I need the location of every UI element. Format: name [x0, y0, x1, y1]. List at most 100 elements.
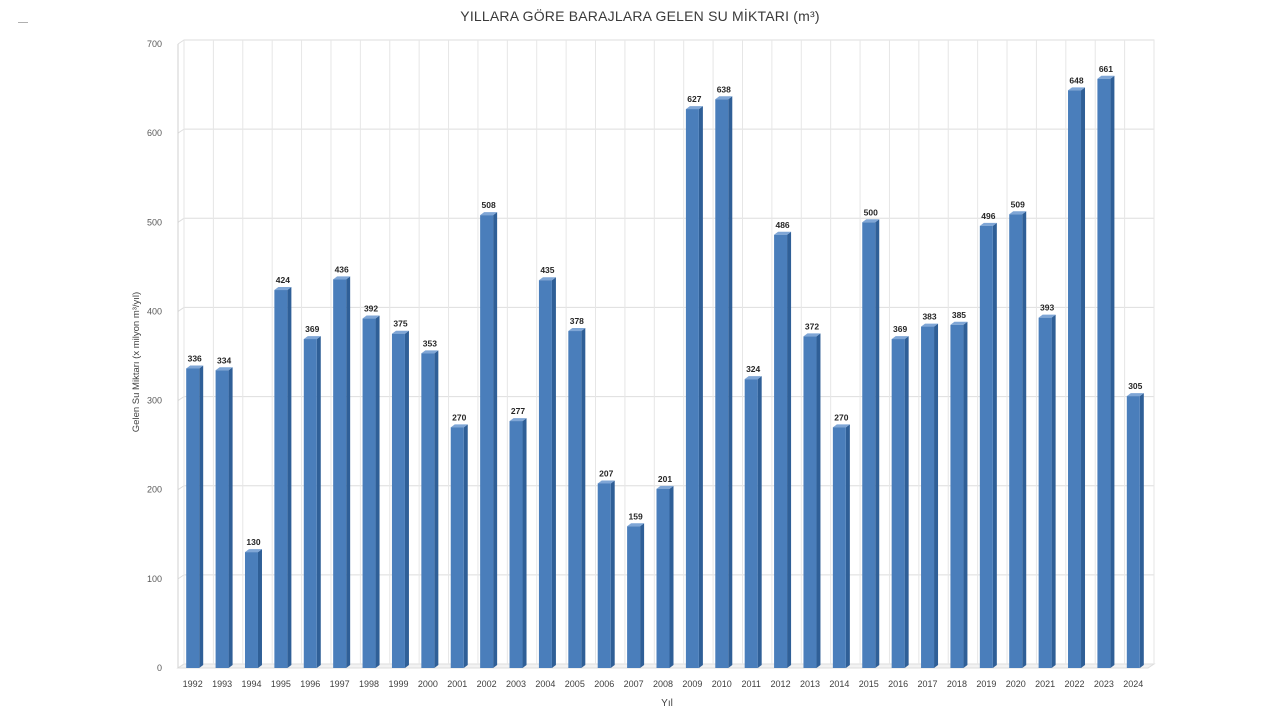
- bar-top: [1009, 211, 1027, 215]
- bar: [274, 290, 288, 668]
- bar-side: [287, 287, 292, 668]
- x-tick-label: 2007: [624, 679, 644, 689]
- bar-side: [1139, 393, 1144, 668]
- bar: [921, 326, 935, 668]
- x-tick-label: 2014: [829, 679, 849, 689]
- x-tick-label: 2009: [682, 679, 702, 689]
- bar: [803, 336, 817, 668]
- bar: [656, 488, 670, 668]
- bar-top: [274, 287, 292, 291]
- bar-top: [744, 376, 762, 380]
- bar: [950, 324, 964, 668]
- data-label: 378: [570, 316, 584, 326]
- x-tick-label: 1997: [330, 679, 350, 689]
- bar-top: [1038, 314, 1056, 318]
- bar-side: [728, 96, 733, 669]
- bar-top: [480, 212, 498, 216]
- bar-top: [832, 424, 850, 428]
- bar-side: [1081, 87, 1086, 668]
- data-label: 648: [1069, 75, 1083, 85]
- bar-side: [787, 231, 792, 668]
- bar: [362, 318, 376, 668]
- y-tick-label: 700: [147, 39, 162, 49]
- bar-side: [375, 315, 380, 668]
- bar: [744, 379, 758, 668]
- bar-side: [875, 219, 880, 669]
- bar-top: [685, 106, 703, 110]
- data-label: 508: [482, 200, 496, 210]
- x-tick-label: 1999: [388, 679, 408, 689]
- x-tick-label: 2020: [1006, 679, 1026, 689]
- x-tick-label: 2021: [1035, 679, 1055, 689]
- x-tick-label: 2016: [888, 679, 908, 689]
- bar-top: [1097, 75, 1115, 79]
- x-tick-label: 1995: [271, 679, 291, 689]
- bar: [627, 526, 641, 668]
- x-tick-label: 2005: [565, 679, 585, 689]
- bar-top: [303, 336, 321, 340]
- bar-top: [568, 328, 586, 332]
- data-label: 385: [952, 310, 966, 320]
- bar: [685, 109, 699, 669]
- bar: [391, 333, 405, 668]
- bar: [538, 280, 552, 668]
- x-tick-label: 2022: [1064, 679, 1084, 689]
- bar-top: [421, 350, 439, 354]
- bar-top: [627, 523, 645, 527]
- data-label: 369: [893, 324, 907, 334]
- bar-side: [640, 523, 645, 668]
- chart-title: YILLARA GÖRE BARAJLARA GELEN SU MİKTARI …: [460, 8, 820, 24]
- bar-top: [715, 96, 733, 100]
- bar: [215, 370, 229, 668]
- y-tick-label: 500: [147, 217, 162, 227]
- x-tick-label: 1994: [241, 679, 261, 689]
- y-axis-title: Gelen Su Miktarı (x milyon m³/yıl): [131, 292, 142, 432]
- data-label: 383: [922, 312, 936, 322]
- data-label: 509: [1011, 199, 1025, 209]
- bar-top: [950, 321, 968, 325]
- bar: [421, 353, 435, 668]
- bar-top: [891, 336, 909, 340]
- bar-top: [774, 231, 792, 235]
- data-label: 201: [658, 474, 672, 484]
- y-tick-label: 0: [157, 663, 162, 673]
- bar: [509, 421, 523, 668]
- x-tick-label: 2003: [506, 679, 526, 689]
- y-tick-label: 600: [147, 128, 162, 138]
- x-tick-label: 2006: [594, 679, 614, 689]
- x-tick-label: 2024: [1123, 679, 1143, 689]
- x-tick-label: 2015: [859, 679, 879, 689]
- data-label: 435: [540, 265, 554, 275]
- bar-side: [493, 212, 498, 668]
- bar-side: [228, 367, 233, 668]
- data-label: 130: [246, 537, 260, 547]
- y-tick-label: 300: [147, 396, 162, 406]
- x-tick-label: 1998: [359, 679, 379, 689]
- data-label: 436: [335, 264, 349, 274]
- bar-top: [597, 480, 615, 484]
- y-tick-label: 200: [147, 485, 162, 495]
- bar: [862, 222, 876, 669]
- bar-side: [1051, 314, 1056, 668]
- bar: [333, 279, 347, 668]
- data-label: 375: [393, 319, 407, 329]
- bar-side: [581, 328, 586, 668]
- bar-top: [244, 549, 262, 553]
- bar-top: [803, 333, 821, 337]
- data-label: 393: [1040, 303, 1054, 313]
- bar: [568, 331, 582, 668]
- bar-side: [992, 222, 997, 668]
- data-label: 496: [981, 211, 995, 221]
- bar-side: [698, 106, 703, 669]
- x-tick-label: 1992: [183, 679, 203, 689]
- bar: [1126, 396, 1140, 668]
- data-label: 424: [276, 275, 290, 285]
- x-axis-title: Yıl: [661, 698, 673, 709]
- bar-side: [610, 480, 615, 668]
- bar-side: [669, 485, 674, 668]
- y-tick-label: 100: [147, 574, 162, 584]
- bar-side: [346, 276, 351, 668]
- data-label: 627: [687, 94, 701, 104]
- x-tick-label: 2002: [477, 679, 497, 689]
